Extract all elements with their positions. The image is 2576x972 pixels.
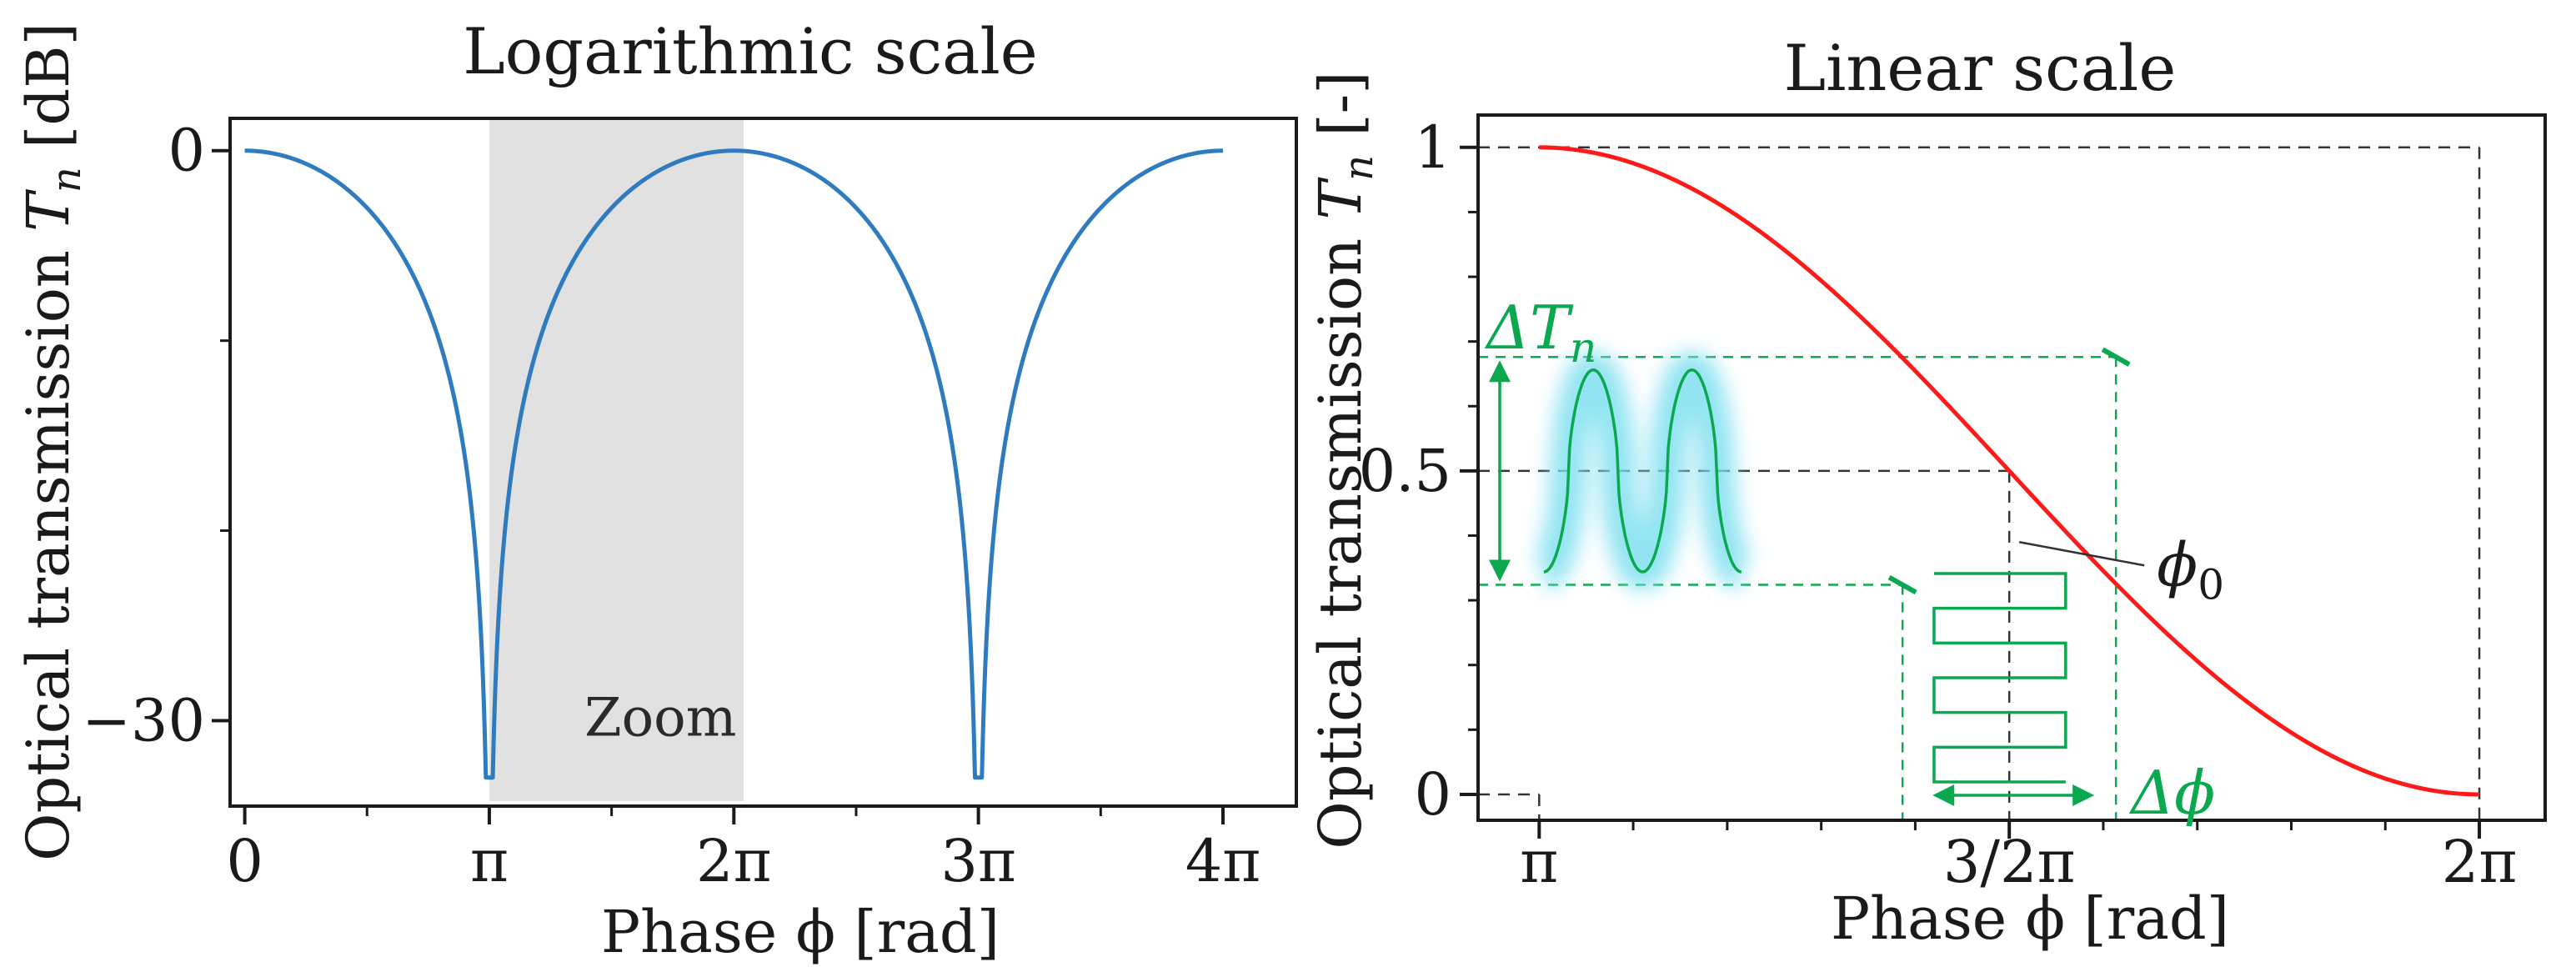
log-ytick-label: 0 xyxy=(168,117,205,185)
delta-t-label: ΔTn xyxy=(1484,293,1596,372)
lin-ylabel-symbol: T xyxy=(1306,178,1375,220)
lin-xtick-label: 2π xyxy=(2442,828,2518,896)
log-ticks: 0 π 2π 3π 4π 0 −30 xyxy=(82,117,1260,895)
linear-y-axis-label: Optical transmission Tn [-] xyxy=(1306,71,1382,849)
log-xtick-label: 0 xyxy=(226,827,263,895)
log-xtick-label: 4π xyxy=(1185,827,1261,895)
lin-ytick-label: 0.5 xyxy=(1359,437,1451,505)
delta-t-sub: n xyxy=(1570,323,1596,372)
lin-ytick-label: 1 xyxy=(1414,113,1451,182)
linear-x-axis-label: Phase ϕ [rad] xyxy=(1831,884,2229,953)
phi-zero-symbol: ϕ xyxy=(2157,529,2198,599)
log-xtick-label: π xyxy=(470,827,509,895)
modulation-annotation xyxy=(1478,351,2117,820)
delta-t-arrowhead-up xyxy=(1489,360,1511,383)
zoom-label: Zoom xyxy=(584,688,736,749)
delta-t-arrowhead-down xyxy=(1489,559,1511,582)
log-ylabel-main: Optical transmission xyxy=(14,232,83,861)
log-x-axis-label: Phase ϕ [rad] xyxy=(601,898,1000,966)
lin-xtick-label: 3/2π xyxy=(1943,828,2076,896)
log-xtick-label: 3π xyxy=(940,827,1016,895)
log-y-axis-label: Optical transmission Tn [dB] xyxy=(14,23,90,861)
delta-t-symbol: ΔT xyxy=(1484,293,1574,363)
curve-mark xyxy=(1887,574,1917,595)
phi-zero-leader xyxy=(2018,541,2145,567)
linear-plot-frame xyxy=(1476,113,2547,822)
log-scale-chart: Zoom 0 π 2π 3π 4π 0 −30 Logarithmic scale Phas… xyxy=(14,14,1298,966)
delta-phi-label: Δϕ xyxy=(2128,758,2215,828)
operating-range-marks xyxy=(1887,347,2145,595)
input-square-wave xyxy=(1932,572,2067,784)
delta-phi-arrowhead-left xyxy=(1932,784,1955,806)
log-chart-title: Logarithmic scale xyxy=(463,14,1038,88)
linear-ticks: π 3/2π 2π 0 0.5 1 xyxy=(1359,113,2518,896)
lin-ylabel-unit: [-] xyxy=(1306,71,1375,155)
curve-mark xyxy=(2101,347,2131,367)
lin-ylabel-main: Optical transmission xyxy=(1306,220,1375,849)
log-transmission-curve xyxy=(243,148,1225,780)
lin-ylabel-sub: n xyxy=(1336,155,1382,181)
delta-phi-arrowhead-right xyxy=(2072,784,2095,806)
log-ytick-label: −30 xyxy=(82,686,205,754)
log-ylabel-sub: n xyxy=(43,167,90,193)
log-xtick-label: 2π xyxy=(696,827,772,895)
lin-ytick-label: 0 xyxy=(1414,760,1451,829)
linear-chart-title: Linear scale xyxy=(1784,31,2177,105)
linear-transmission-curve xyxy=(1537,145,2481,797)
log-plot-frame xyxy=(228,117,1298,808)
lin-xtick-label: π xyxy=(1520,828,1558,896)
log-ylabel-unit: [dB] xyxy=(14,23,83,167)
zoom-region xyxy=(489,118,744,801)
output-wave xyxy=(1543,368,1742,574)
phi-zero-sub: 0 xyxy=(2198,560,2224,609)
log-ylabel-symbol: T xyxy=(14,189,83,232)
phi-zero-label: ϕ0 xyxy=(2157,529,2224,609)
